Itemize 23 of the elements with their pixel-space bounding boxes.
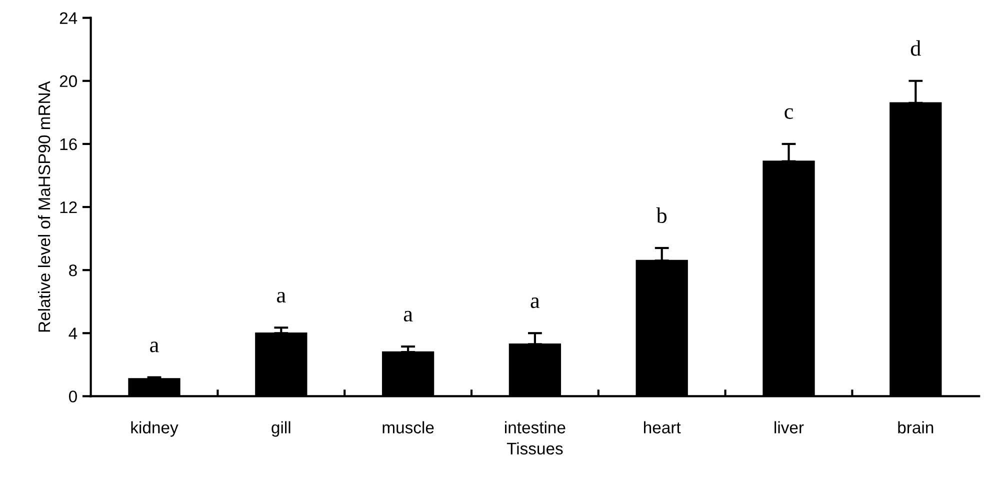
- x-axis-title: Tissues: [506, 442, 563, 455]
- annotation: a: [277, 292, 286, 303]
- annotation: a: [530, 298, 540, 308]
- y-tick-label: 20: [60, 75, 77, 88]
- y-axis-title: Relative level of MaHSP90 mRNA: [38, 81, 50, 332]
- x-tick-label: gill: [272, 421, 290, 437]
- annotation: d: [910, 40, 921, 56]
- x-tick-label: intestine: [505, 421, 566, 434]
- y-tick-label: 12: [60, 201, 77, 214]
- x-tick-label: heart: [644, 421, 681, 434]
- y-tick-label: 4: [68, 328, 78, 340]
- x-tick-label: kidney: [131, 421, 178, 437]
- y-tick-label: 24: [60, 12, 78, 24]
- x-tick-label: liver: [774, 421, 804, 434]
- y-tick-label: 0: [68, 390, 77, 402]
- annotation: c: [784, 108, 793, 119]
- annotation: a: [150, 342, 159, 352]
- y-tick-label: 8: [69, 264, 77, 276]
- x-tick-label: muscle: [382, 421, 434, 434]
- annotation: a: [404, 310, 413, 322]
- x-tick-label: brain: [898, 421, 934, 434]
- annotation: b: [656, 207, 667, 224]
- y-tick-label: 16: [60, 138, 77, 150]
